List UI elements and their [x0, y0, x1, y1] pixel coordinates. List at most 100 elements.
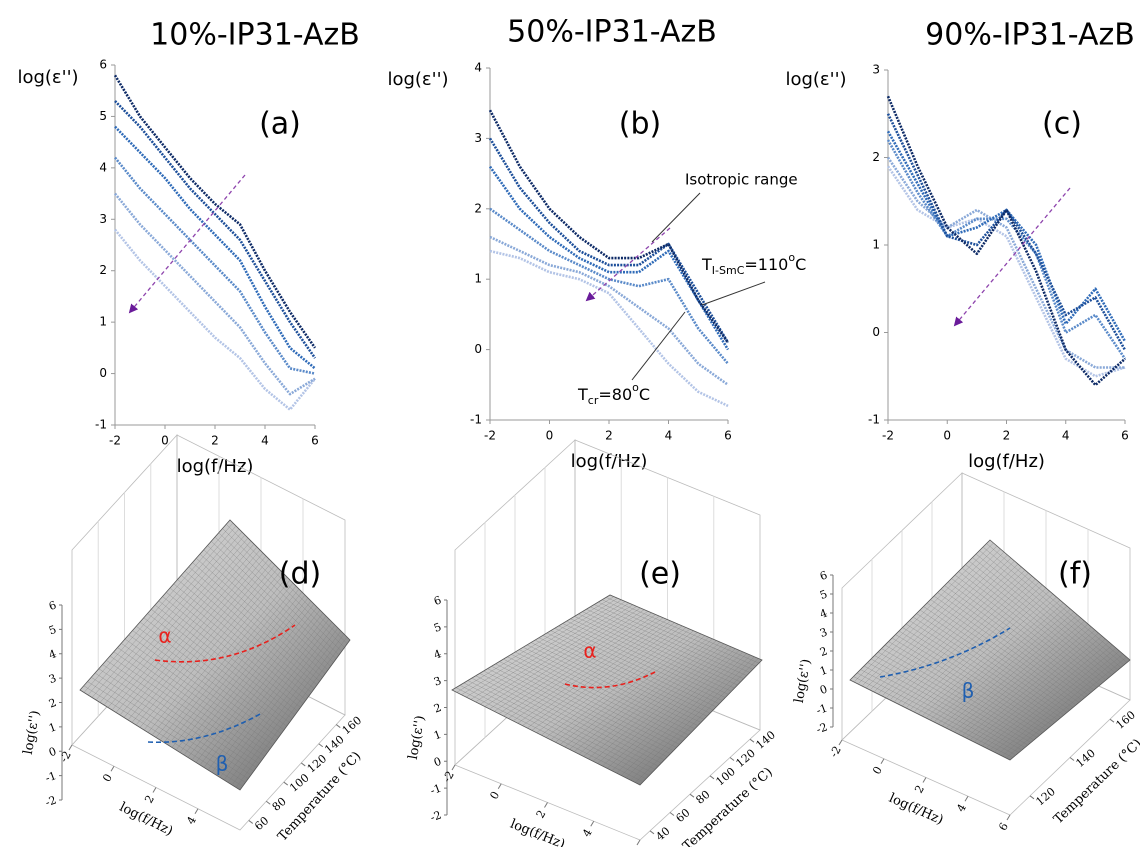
mesh [975, 553, 1119, 671]
mesh [173, 583, 309, 697]
mesh [973, 632, 1099, 743]
y-axis-label: log(ε'') [17, 67, 78, 88]
x-tick-label: 4 [261, 434, 269, 448]
mesh [944, 585, 1092, 693]
mesh [203, 612, 324, 768]
mesh [985, 641, 1110, 749]
mesh [550, 629, 690, 740]
mesh [188, 566, 320, 682]
y-tick-label: -1 [95, 418, 107, 432]
x-tick-label: 6 [996, 820, 1011, 833]
panel-label: (e) [639, 557, 681, 592]
series-line [886, 130, 1127, 342]
mesh [923, 606, 1074, 708]
mesh [592, 643, 725, 762]
mesh [192, 562, 323, 678]
series-line [886, 113, 1127, 351]
mesh [958, 571, 1104, 683]
mesh [583, 640, 717, 757]
mesh [542, 635, 711, 714]
x-tick [110, 765, 115, 772]
mesh [166, 592, 304, 704]
y-tick-label: 2 [474, 201, 482, 215]
x-tick-label: 2 [534, 808, 549, 821]
y-tick-label: 3 [99, 212, 107, 226]
x-tick-label: 0 [870, 764, 885, 777]
x-tick-label: 0 [100, 772, 115, 785]
leader [701, 281, 766, 306]
panel-label: (f) [1058, 557, 1092, 592]
z-tick-label: 4 [818, 606, 829, 621]
y-tick [248, 820, 254, 824]
x-tick-label: -2 [484, 429, 496, 443]
x-axis-label: log(f/Hz) [117, 800, 175, 839]
mesh [989, 644, 1113, 751]
z-tick-label: 3 [47, 672, 58, 687]
y-axis-label: Temperature (°C) [1051, 736, 1140, 827]
x-tick-label: -2 [827, 744, 844, 760]
mesh [546, 632, 714, 711]
relaxation-trace [147, 712, 263, 744]
mesh [602, 646, 732, 767]
mesh [207, 615, 327, 771]
z-tick-label: -2 [429, 808, 444, 824]
mesh [625, 655, 751, 778]
y-tick-label: 2 [99, 263, 107, 277]
x-tick-label: 4 [580, 827, 595, 840]
series-line [488, 109, 730, 344]
mesh [570, 618, 732, 692]
series-line [489, 235, 729, 386]
x-tick-label: 2 [211, 434, 219, 448]
y-tick [709, 775, 715, 780]
y-axis-label: log(ε'') [785, 69, 846, 90]
leader [631, 311, 686, 381]
mesh [560, 632, 698, 745]
y-tick [283, 781, 289, 786]
mesh [207, 545, 334, 663]
y-tick [1029, 795, 1035, 800]
mesh [203, 549, 331, 667]
chart-title: 50%-IP31-AzB [507, 15, 717, 50]
series-line [113, 156, 316, 375]
x-tick-label: 6 [724, 429, 732, 443]
annotation: β [962, 679, 975, 703]
series-line [489, 249, 729, 408]
mesh [621, 653, 747, 776]
mesh [945, 611, 1075, 729]
y-tick-label: 120 [734, 747, 758, 770]
mesh [223, 627, 339, 781]
x-axis-label: log(f/Hz) [968, 451, 1045, 472]
series-line [113, 192, 316, 396]
annotation-part: cr [588, 394, 599, 407]
y-tick-label: 1 [99, 315, 107, 329]
z-tick-label: 0 [432, 755, 443, 770]
mesh [175, 591, 303, 751]
mesh [588, 642, 721, 759]
mesh [611, 650, 740, 771]
mesh [602, 599, 756, 667]
y-tick-label: 6 [99, 58, 107, 72]
y-tick-label: 100 [714, 765, 738, 788]
mesh [947, 581, 1095, 691]
z-tick-label: 6 [432, 593, 443, 608]
mesh [171, 588, 300, 748]
x-tick [451, 764, 456, 771]
mesh [957, 620, 1085, 735]
y-tick [669, 812, 675, 816]
x-tick-label: 4 [1062, 429, 1070, 443]
annotation: β [216, 752, 229, 776]
mesh [597, 645, 728, 764]
mesh [1005, 656, 1127, 759]
surface [849, 539, 1131, 761]
mesh [562, 623, 726, 698]
x-tick [1006, 814, 1011, 821]
x-tick [152, 787, 157, 793]
annotation-part: =80 [598, 385, 632, 404]
mesh [574, 637, 709, 752]
z-axis-label: log(ε'') [792, 658, 814, 704]
mesh [219, 624, 336, 778]
z-tick-label: -1 [815, 701, 830, 717]
mesh [564, 633, 702, 748]
mesh [965, 564, 1110, 678]
x-tick-label: 4 [954, 802, 969, 815]
